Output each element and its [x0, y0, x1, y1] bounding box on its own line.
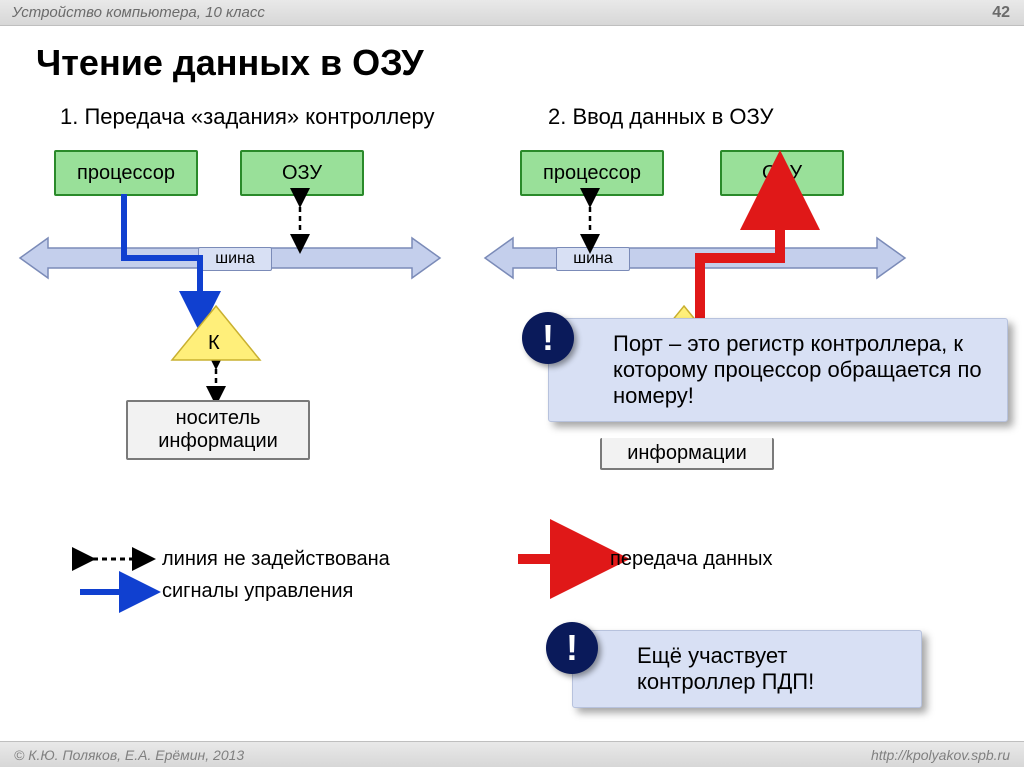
- legend-control-icon: [78, 585, 150, 599]
- callout-port: Порт – это регистр контроллера, к которо…: [548, 318, 1008, 422]
- legend-inactive-text: линия не задействована: [162, 548, 390, 571]
- legend-data-text: передача данных: [610, 548, 772, 571]
- legend-control-text: сигналы управления: [162, 580, 353, 603]
- right-links: [0, 0, 1024, 520]
- bang-icon-1: !: [522, 312, 574, 364]
- footer-url: http://kpolyakov.spb.ru: [871, 742, 1010, 768]
- callout-dma: Ещё участвует контроллер ПДП!: [572, 630, 922, 708]
- legend-data-icon: [516, 550, 596, 568]
- bang-icon-2: !: [546, 622, 598, 674]
- legend-inactive-icon: [78, 552, 150, 566]
- slide-footer: © К.Ю. Поляков, Е.А. Ерёмин, 2013 http:/…: [0, 741, 1024, 767]
- copyright: © К.Ю. Поляков, Е.А. Ерёмин, 2013: [14, 747, 244, 763]
- right-storage-box: информации: [600, 438, 774, 470]
- callout-port-text: Порт – это регистр контроллера, к которо…: [613, 331, 982, 408]
- callout-dma-text: Ещё участвует контроллер ПДП!: [637, 643, 814, 694]
